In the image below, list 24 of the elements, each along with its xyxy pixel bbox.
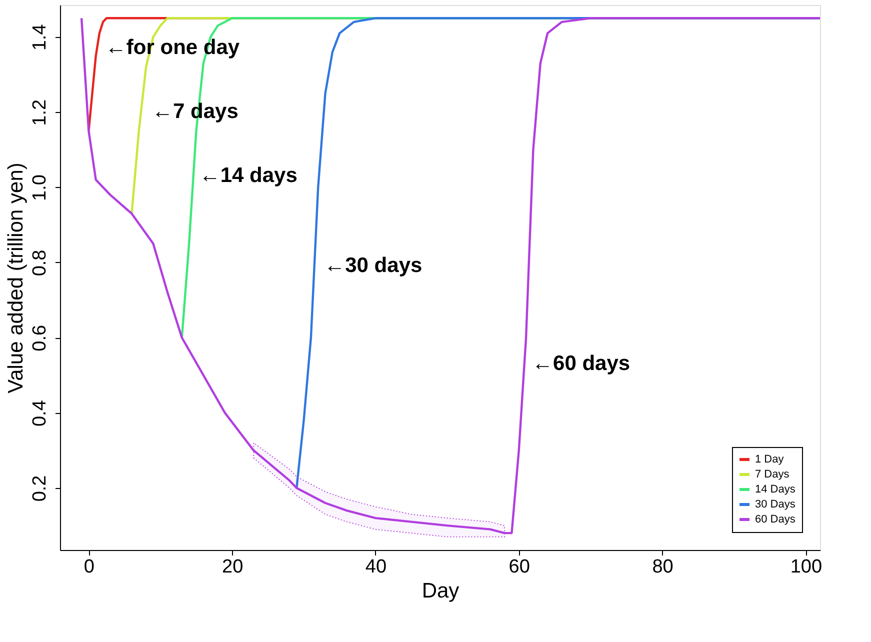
y-tick-label: 0.6 xyxy=(30,324,50,352)
x-tick-label: 40 xyxy=(365,556,387,578)
y-tick-label: 0.2 xyxy=(30,475,50,502)
y-tick-label: 1.4 xyxy=(30,24,50,51)
y-tick-label: 0.8 xyxy=(30,250,50,276)
legend-label: 30 Days xyxy=(755,498,796,510)
annotation: ←30 days xyxy=(324,254,422,278)
legend-label: 1 Day xyxy=(755,454,784,466)
legend-label: 7 Days xyxy=(755,468,790,480)
y-tick-label: 0.4 xyxy=(30,400,50,427)
x-axis-title: Day xyxy=(422,580,460,602)
y-tick-label: 1.0 xyxy=(30,174,50,202)
x-tick-label: 100 xyxy=(790,556,822,578)
x-tick-label: 60 xyxy=(508,556,530,578)
legend-label: 14 Days xyxy=(755,484,796,496)
legend-label: 60 Days xyxy=(755,514,796,526)
annotation: ←60 days xyxy=(532,352,630,375)
x-tick-label: 80 xyxy=(652,556,674,578)
y-axis-title: Value added (trillion yen) xyxy=(4,162,28,394)
x-tick-label: 20 xyxy=(222,556,244,578)
y-tick-label: 1.2 xyxy=(30,99,50,126)
annotation: ←14 days xyxy=(199,164,298,188)
x-tick-label: 0 xyxy=(84,556,94,578)
line-series xyxy=(80,17,820,534)
